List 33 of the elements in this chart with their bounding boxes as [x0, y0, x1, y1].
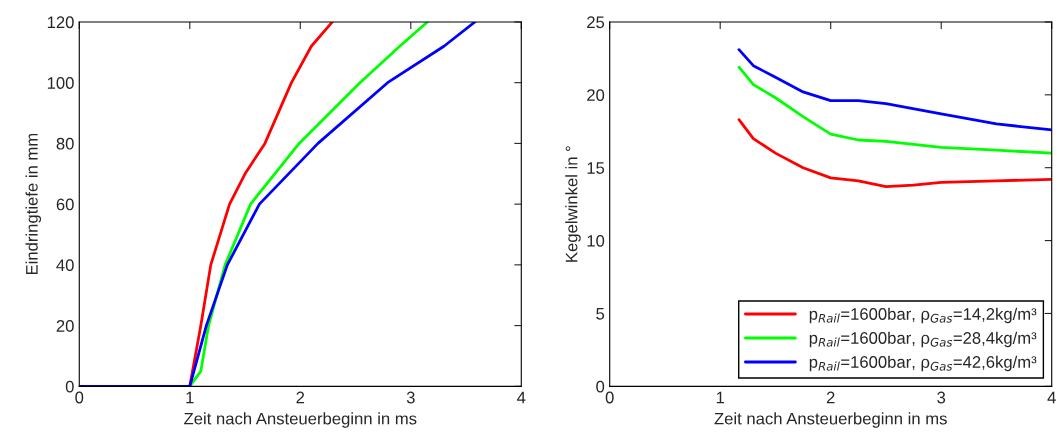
x-tick-label: 4	[517, 391, 526, 404]
y-tick-label: 120	[47, 16, 74, 29]
x-tick-label: 3	[406, 391, 415, 404]
x-tick-label: 1	[186, 391, 194, 404]
x-tick-label: 4	[1047, 391, 1056, 404]
x-tick-label: 2	[296, 391, 305, 404]
y-tick-label: 15	[587, 162, 605, 174]
y-tick-label: 60	[56, 198, 74, 211]
line-series	[737, 48, 1052, 132]
y-tick-label: 25	[587, 16, 605, 29]
y-tick-label: 5	[596, 308, 605, 320]
y-tick-label: 0	[596, 380, 605, 393]
legend-label: p$_{Rail}$=1600bar, ρ$_{Gas}$=28,4kg/m³	[809, 331, 1037, 348]
x-tick-label: 1	[716, 391, 725, 404]
line-series	[737, 65, 1052, 155]
line-series	[737, 118, 1052, 189]
x-axis-title: Zeit nach Ansteuerbeginn in ms	[184, 412, 417, 428]
y-axis-title: Eindringtiefe in mm	[25, 133, 42, 275]
y-tick-label: 0	[65, 380, 74, 393]
x-tick-label: 3	[937, 391, 946, 404]
y-tick-label: 10	[587, 234, 605, 247]
x-axis-title: Zeit nach Ansteuerbeginn in ms	[714, 412, 947, 428]
y-tick-label: 100	[47, 77, 74, 89]
y-axis-title: Kegelwinkel in °	[565, 146, 581, 262]
y-tick-label: 20	[587, 89, 605, 102]
y-tick-label: 40	[56, 259, 74, 272]
x-tick-label: 0	[75, 391, 84, 404]
y-tick-label: 20	[56, 319, 74, 332]
legend-label: p$_{Rail}$=1600bar, ρ$_{Gas}$=42,6kg/m³	[809, 355, 1037, 372]
x-tick-label: 2	[826, 391, 835, 404]
y-tick-label: 80	[56, 137, 74, 150]
x-tick-label: 0	[605, 391, 614, 404]
legend-label: p$_{Rail}$=1600bar, ρ$_{Gas}$=14,2kg/m³	[809, 307, 1037, 324]
